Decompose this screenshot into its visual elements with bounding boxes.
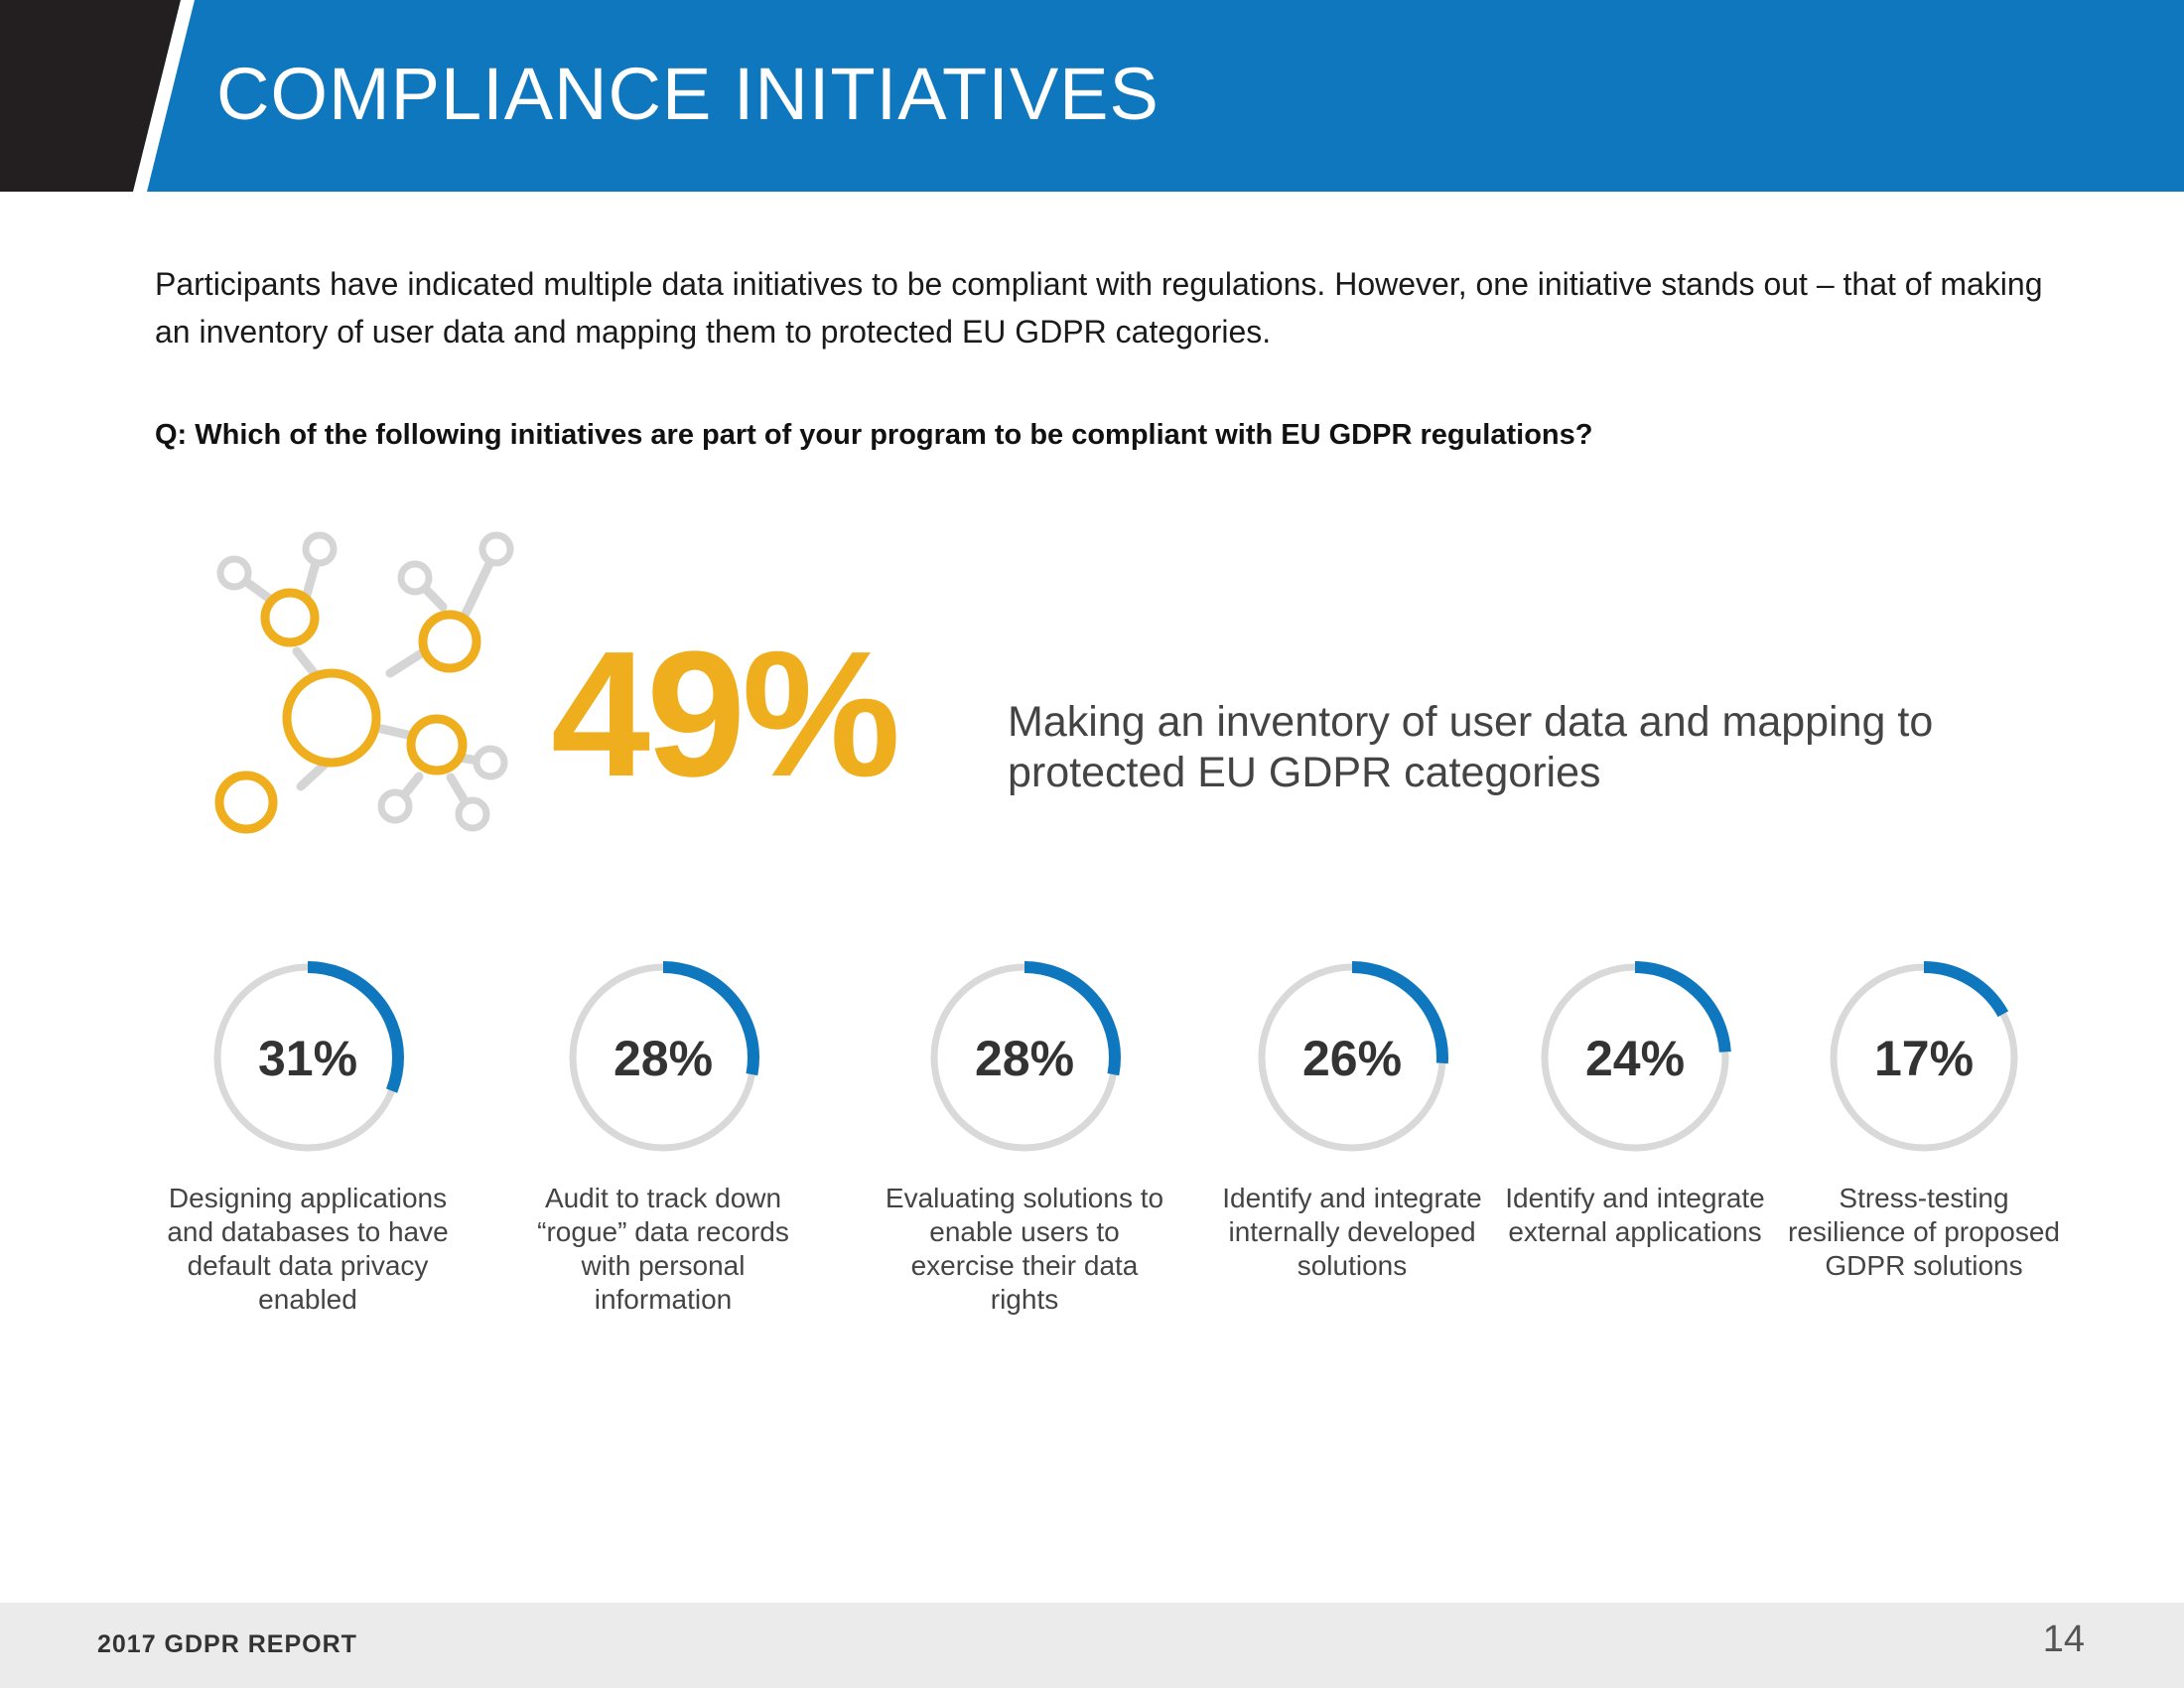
donut-chart: 26% <box>1256 961 1448 1154</box>
stat-label: Audit to track down “rogue” data records… <box>537 1183 789 1315</box>
stat-label: Identify and integrate external applicat… <box>1505 1183 1765 1247</box>
donut-chart: 17% <box>1828 961 2020 1154</box>
stat-item: 17% Stress-testing resilience of proposed… <box>1775 958 2073 1281</box>
highlight-label: Making an inventory of user data and map… <box>1008 698 1934 796</box>
stat-label: Designing applications and databases to … <box>167 1183 449 1315</box>
stat-label: Evaluating solutions to enable users to … <box>885 1183 1164 1315</box>
donut-percentage: 28% <box>614 1031 713 1086</box>
donut-percentage: 17% <box>1874 1031 1974 1086</box>
stat-item: 28% Evaluating solutions to enable users … <box>876 958 1173 1315</box>
footer-report-title: 2017 GDPR REPORT <box>97 1630 357 1658</box>
donut-value-arc <box>567 961 759 1154</box>
page-number: 14 <box>2042 1618 2085 1660</box>
network-nodes-icon <box>214 531 514 834</box>
donut-value-arc <box>1539 961 1731 1154</box>
donut-value-arc <box>211 961 404 1154</box>
stat-label: Stress-testing resilience of proposed GD… <box>1788 1183 2060 1281</box>
highlight-percentage: 49% <box>551 615 900 814</box>
intro-paragraph: Participants have indicated multiple dat… <box>155 266 2043 350</box>
donut-chart: 31% <box>211 961 404 1154</box>
header-banner <box>0 0 2184 192</box>
page-title: COMPLIANCE INITIATIVES <box>216 53 1160 135</box>
donut-percentage: 26% <box>1302 1031 1402 1086</box>
donut-value-arc <box>1828 961 2020 1154</box>
donut-chart: 28% <box>567 961 759 1154</box>
footer: 2017 GDPR REPORT 14 <box>0 1603 2184 1688</box>
donut-percentage: 28% <box>975 1031 1074 1086</box>
donut-percentage: 24% <box>1585 1031 1685 1086</box>
donut-chart: 24% <box>1539 961 1731 1154</box>
donut-chart: 28% <box>928 961 1121 1154</box>
stat-item: 31% Designing applications and databases … <box>159 958 457 1315</box>
stat-item: 24% Identify and integrate external appli… <box>1486 958 1784 1247</box>
donut-value-arc <box>928 961 1121 1154</box>
donut-value-arc <box>1256 961 1448 1154</box>
stat-item: 26% Identify and integrate internally dev… <box>1203 958 1501 1281</box>
stat-item: 28% Audit to track down “rogue” data reco… <box>514 958 812 1315</box>
stat-label: Identify and integrate internally develo… <box>1222 1183 1482 1281</box>
survey-question: Q: Which of the following initiatives ar… <box>155 419 1593 451</box>
donut-percentage: 31% <box>258 1031 357 1086</box>
